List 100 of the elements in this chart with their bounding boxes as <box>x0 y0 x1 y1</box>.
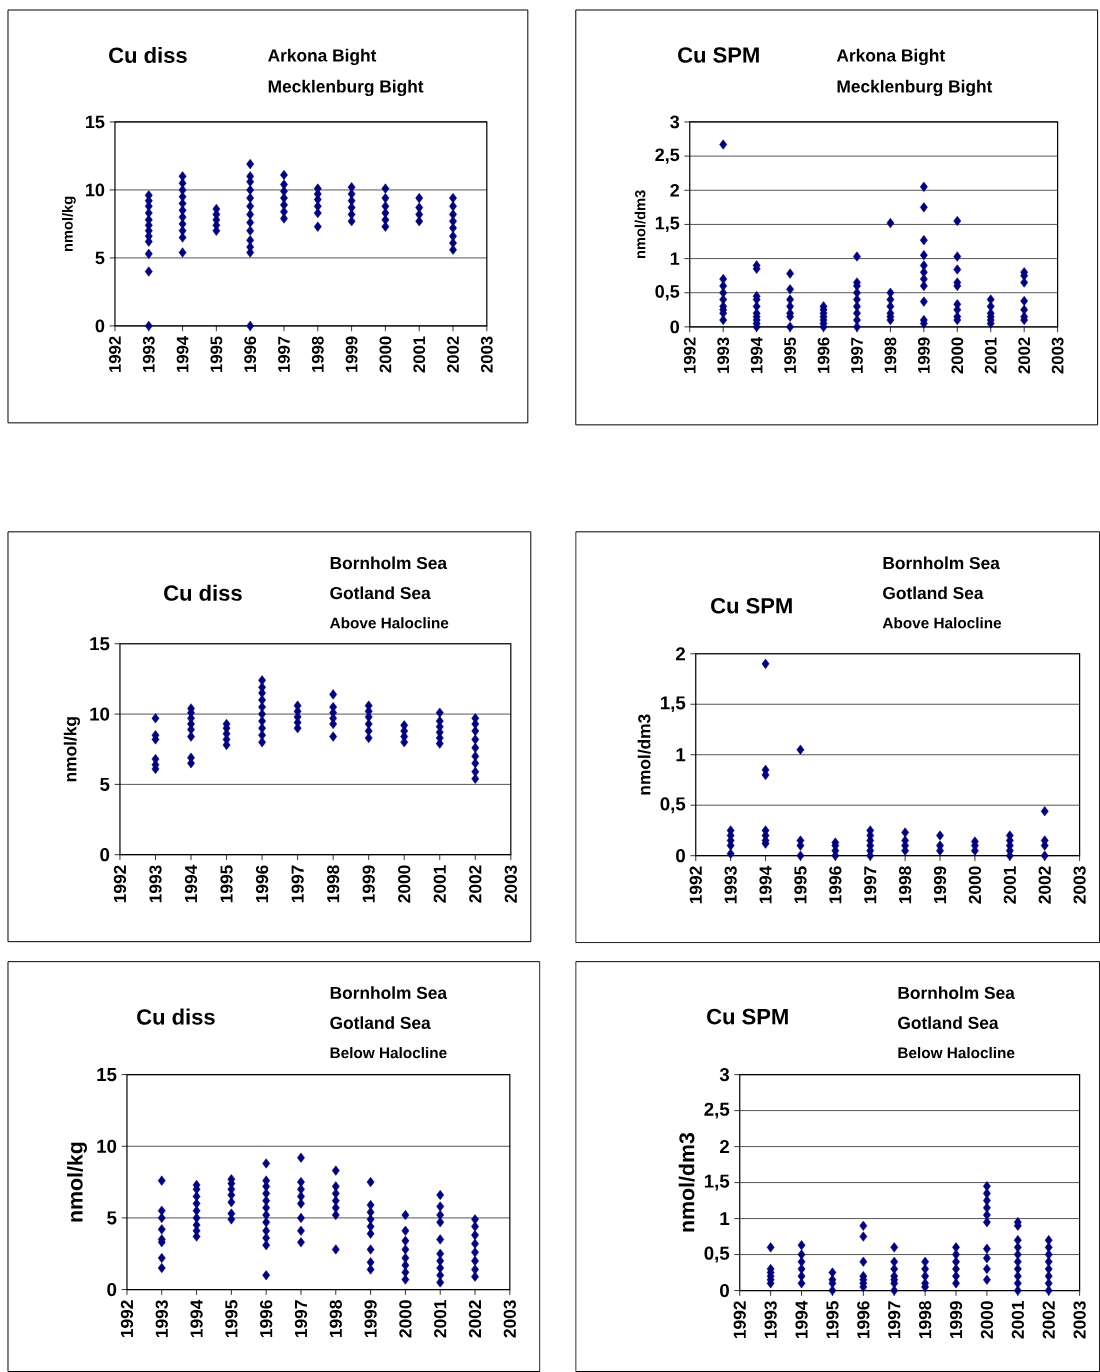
text: Gotland Sea <box>898 1016 999 1029</box>
x-tick-label: 2003 <box>1073 866 1086 904</box>
x-tick-label: 1993 <box>142 336 155 372</box>
y-tick-label: 15 <box>85 115 105 129</box>
x-tick-label: 1998 <box>329 1300 342 1338</box>
text: Arkona Bight <box>836 48 945 66</box>
x-tick-label: 1999 <box>933 866 947 904</box>
y-tick-label: 1 <box>720 1212 730 1225</box>
x-tick-label: 1995 <box>784 337 796 373</box>
y-tick-label: 0 <box>95 319 105 333</box>
x-tick-label: 1994 <box>184 864 198 903</box>
y-tick-label: 10 <box>90 707 110 721</box>
y-tick-label: 2,5 <box>655 148 680 164</box>
chart-title: Cu SPM <box>707 1008 788 1025</box>
x-tick-label: 1994 <box>750 337 763 373</box>
y-tick-label: 0 <box>720 1283 729 1298</box>
x-tick-label: 1998 <box>918 1301 932 1339</box>
y-tick-label: 0 <box>107 1282 117 1297</box>
x-tick-label: 1999 <box>362 865 375 903</box>
y-tick-label: 0,5 <box>704 1246 730 1263</box>
y-tick-label: 5 <box>107 1211 117 1225</box>
y-tick-label: 1,5 <box>704 1174 730 1191</box>
x-tick-label: 1996 <box>259 1300 273 1338</box>
y-axis-title: nmol/dm3 <box>637 714 651 795</box>
chart-title: Cu SPM <box>678 47 759 63</box>
chart-title: Cu diss <box>109 46 187 64</box>
x-tick-label: 1993 <box>724 866 737 904</box>
y-tick-label: 2 <box>675 647 685 661</box>
x-tick-label: 1994 <box>190 1299 203 1338</box>
y-axis-title: nmol/dm3 <box>678 1133 695 1232</box>
x-tick-label: 2002 <box>1018 337 1031 374</box>
text: Gotland Sea <box>330 1016 431 1029</box>
text: Arkona Bight <box>268 48 377 66</box>
y-tick-label: 10 <box>85 183 105 197</box>
y-tick-label: 5 <box>100 777 110 791</box>
x-tick-label: 1997 <box>278 336 290 372</box>
y-axis-title: nmol/kg <box>61 196 76 252</box>
x-tick-label: 1995 <box>210 336 223 372</box>
text: Mecklenburg Bight <box>268 79 424 97</box>
y-tick-label: 1,5 <box>655 216 680 232</box>
y-tick-label: 2,5 <box>704 1102 730 1119</box>
x-tick-label: 1995 <box>826 1301 839 1339</box>
x-tick-label: 2002 <box>447 336 459 373</box>
x-tick-label: 1997 <box>888 1301 901 1339</box>
x-tick-label: 2000 <box>379 336 392 373</box>
text: Bornholm Sea <box>898 986 1015 1000</box>
y-tick-label: 3 <box>670 115 680 129</box>
x-tick-label: 1992 <box>113 865 127 903</box>
y-tick-label: 1 <box>676 748 686 762</box>
x-tick-label: 2000 <box>398 865 411 903</box>
y-axis-title: nmol/kg <box>66 1142 87 1222</box>
x-tick-label: 2003 <box>1051 337 1064 374</box>
text: Gotland Sea <box>330 586 431 600</box>
y-axis-title: nmol/dm3 <box>634 190 646 259</box>
x-tick-label: 2001 <box>433 865 446 903</box>
x-tick-label: 1992 <box>683 337 696 373</box>
y-tick-label: 2 <box>719 1140 729 1154</box>
x-tick-label: 1998 <box>311 336 324 372</box>
y-tick-label: 2 <box>670 183 679 197</box>
text: Above Halocline <box>329 617 449 629</box>
x-tick-label: 2001 <box>434 1300 447 1338</box>
x-tick-label: 2000 <box>951 337 964 374</box>
text: Gotland Sea <box>883 586 984 600</box>
x-tick-label: 2003 <box>503 1300 516 1338</box>
x-tick-label: 1994 <box>795 1300 808 1339</box>
x-tick-label: 1993 <box>764 1301 777 1339</box>
y-tick-label: 5 <box>95 251 105 265</box>
x-tick-label: 2000 <box>968 866 982 904</box>
x-tick-label: 1996 <box>244 336 257 372</box>
chart-title: Cu SPM <box>711 597 792 614</box>
x-tick-label: 2000 <box>399 1300 412 1338</box>
x-tick-label: 1994 <box>759 865 772 904</box>
text: Bornholm Sea <box>883 556 1000 570</box>
x-tick-label: 2001 <box>1011 1301 1024 1339</box>
x-tick-label: 1995 <box>794 866 807 904</box>
x-tick-label: 1992 <box>689 866 702 904</box>
x-tick-label: 2001 <box>1003 866 1016 904</box>
y-tick-label: 0,5 <box>660 797 686 814</box>
x-tick-label: 1999 <box>345 336 358 372</box>
x-tick-label: 1994 <box>176 336 189 372</box>
x-tick-label: 2001 <box>413 336 426 373</box>
x-tick-label: 1998 <box>326 865 340 903</box>
text: Below Halocline <box>330 1047 447 1059</box>
x-tick-label: 2003 <box>1073 1301 1086 1339</box>
x-tick-label: 1995 <box>220 865 233 903</box>
y-tick-label: 1 <box>670 252 680 265</box>
x-tick-label: 1997 <box>851 337 863 373</box>
text: Mecklenburg Bight <box>837 79 993 97</box>
x-tick-label: 1998 <box>898 866 912 904</box>
x-tick-label: 1993 <box>717 337 730 373</box>
text: Bornholm Sea <box>330 556 448 570</box>
text: Bornholm Sea <box>330 986 448 1000</box>
y-tick-label: 0 <box>670 320 679 334</box>
x-tick-label: 2002 <box>469 865 482 903</box>
x-tick-label: 1996 <box>857 1301 870 1339</box>
x-tick-label: 2000 <box>980 1301 994 1339</box>
x-tick-label: 2003 <box>504 865 517 903</box>
y-tick-label: 0 <box>676 849 685 863</box>
x-tick-label: 1992 <box>120 1300 134 1338</box>
x-tick-label: 1997 <box>291 865 304 903</box>
